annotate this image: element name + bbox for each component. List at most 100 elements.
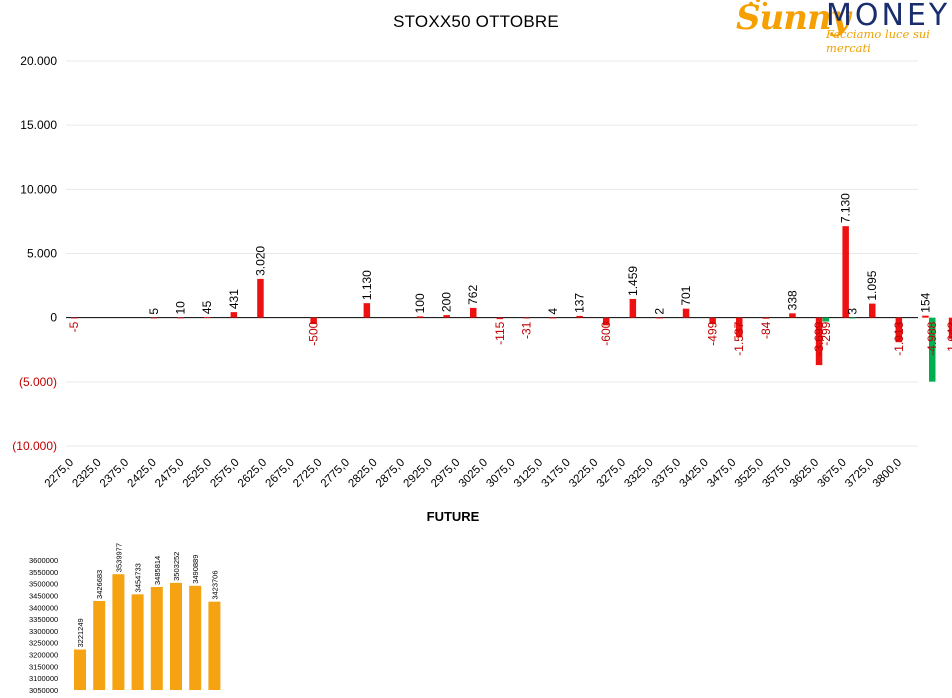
bar-value-label: 100	[413, 293, 427, 313]
bar-value-label: -84	[759, 321, 773, 339]
future-bar	[208, 601, 221, 690]
x-tick-label: 2825,0	[346, 457, 379, 490]
future-y-tick-label: 3150000	[29, 662, 58, 671]
bar	[416, 316, 424, 318]
x-tick-label: 3475,0	[705, 457, 738, 490]
bar-value-label: 1.130	[360, 270, 374, 300]
x-tick-label: 2725,0	[291, 457, 324, 490]
bar	[656, 317, 663, 319]
x-tick-label: 3175,0	[540, 457, 573, 490]
future-y-tick-label: 3100000	[29, 674, 58, 683]
x-tick-label: 3125,0	[512, 457, 545, 490]
bar-value-label: 10	[174, 301, 188, 315]
x-tick-label: 3425,0	[678, 457, 711, 490]
bar-value-label: -1.913	[892, 321, 906, 355]
x-tick-label: 3575,0	[760, 457, 793, 490]
bar-value-label: -3.699	[812, 321, 826, 355]
bar-value-label: -499	[706, 321, 720, 345]
bar	[815, 317, 823, 366]
future-bar	[93, 600, 106, 690]
bar-value-label: 7.130	[839, 193, 853, 223]
x-tick-label: 3725,0	[843, 457, 876, 490]
future-y-tick-label: 3050000	[29, 686, 58, 695]
future-bar	[150, 586, 163, 690]
future-bar-value-label: 3454733	[134, 563, 143, 592]
bar-value-label: 1.459	[626, 266, 640, 296]
bar-value-label: 1.095	[865, 270, 879, 300]
bar	[869, 303, 876, 318]
bar	[629, 298, 637, 318]
future-y-tick-label: 3400000	[29, 603, 58, 612]
bar	[470, 307, 477, 318]
bar-value-label: 3	[845, 308, 859, 315]
open-interest-chart: 20.000 15.000 10.000 5.000 0 (5.000) (10.000) 2…	[12, 54, 952, 490]
bar	[576, 315, 583, 318]
bar-value-label: -1.537	[732, 321, 746, 355]
logo-tagline: Facciamo luce sui mercati	[826, 27, 930, 55]
bar	[762, 317, 770, 319]
bar	[736, 317, 743, 338]
bar-value-label: 4	[546, 308, 560, 315]
bar	[849, 317, 856, 319]
bar	[177, 317, 184, 319]
y-tick-label: (10.000)	[12, 439, 57, 453]
bar	[443, 315, 450, 318]
bar	[71, 317, 78, 319]
bar-value-label: 137	[573, 293, 587, 313]
bar	[895, 317, 903, 343]
future-bar	[131, 594, 144, 690]
x-tick-label: 2675,0	[264, 457, 297, 490]
y-tick-label: (5.000)	[19, 375, 57, 389]
bar-value-label: 431	[227, 289, 241, 309]
bar	[822, 317, 830, 322]
future-bar	[189, 585, 202, 690]
bar-value-label: -299	[819, 321, 833, 345]
x-tick-label: 3075,0	[484, 457, 517, 490]
bar-value-label: 338	[785, 290, 799, 310]
future-y-tick-label: 3350000	[29, 615, 58, 624]
bar-value-label: -115	[493, 321, 507, 344]
x-tick-label: 3800,0	[871, 457, 904, 490]
bar	[363, 303, 371, 318]
bar	[682, 308, 690, 318]
future-bar-value-label: 3490889	[191, 555, 200, 584]
bar-value-label: -5	[67, 321, 81, 332]
bar	[310, 317, 317, 325]
bar	[230, 312, 238, 318]
bar	[603, 317, 610, 326]
bar-value-label: -1.643	[945, 321, 952, 355]
logo-money-text: MONEY	[826, 0, 951, 33]
future-y-tick-label: 3500000	[29, 580, 58, 589]
bar	[922, 315, 929, 318]
x-tick-label: 3625,0	[788, 457, 821, 490]
y-tick-label: 0	[50, 311, 57, 325]
future-bar-value-label: 3426683	[95, 570, 104, 599]
x-tick-label: 3375,0	[650, 457, 683, 490]
bar	[150, 317, 158, 319]
bar-value-label: 762	[466, 285, 480, 305]
chart-title: STOXX50 OTTOBRE	[393, 12, 559, 31]
x-tick-label: 3225,0	[567, 457, 600, 490]
y-tick-label: 5.000	[27, 247, 57, 261]
bar	[709, 317, 716, 325]
bar-value-label: 5	[147, 308, 161, 315]
bar-value-label: 701	[679, 285, 693, 305]
future-chart-title: FUTURE	[426, 509, 480, 524]
x-tick-label: 3675,0	[816, 457, 849, 490]
future-y-tick-label: 3450000	[29, 591, 58, 600]
x-tick-label: 2925,0	[402, 457, 435, 490]
future-y-tick-label: 3600000	[29, 556, 58, 565]
bar-value-label: -31	[519, 321, 533, 339]
bar	[523, 317, 530, 319]
x-tick-label: 3025,0	[457, 457, 490, 490]
bar	[842, 226, 849, 318]
future-bar-value-label: 3221249	[76, 618, 85, 647]
bar-value-label: 3.020	[253, 246, 267, 276]
bar-value-label: 45	[200, 300, 214, 314]
bar-value-label: -600	[599, 321, 613, 345]
sunny-money-logo: Sunny MONEY Facciamo luce sui mercati	[734, 0, 951, 55]
future-y-tick-label: 3250000	[29, 639, 58, 648]
future-bar	[112, 574, 125, 690]
bar	[496, 317, 504, 320]
future-bar-value-label: 3485814	[153, 556, 162, 585]
